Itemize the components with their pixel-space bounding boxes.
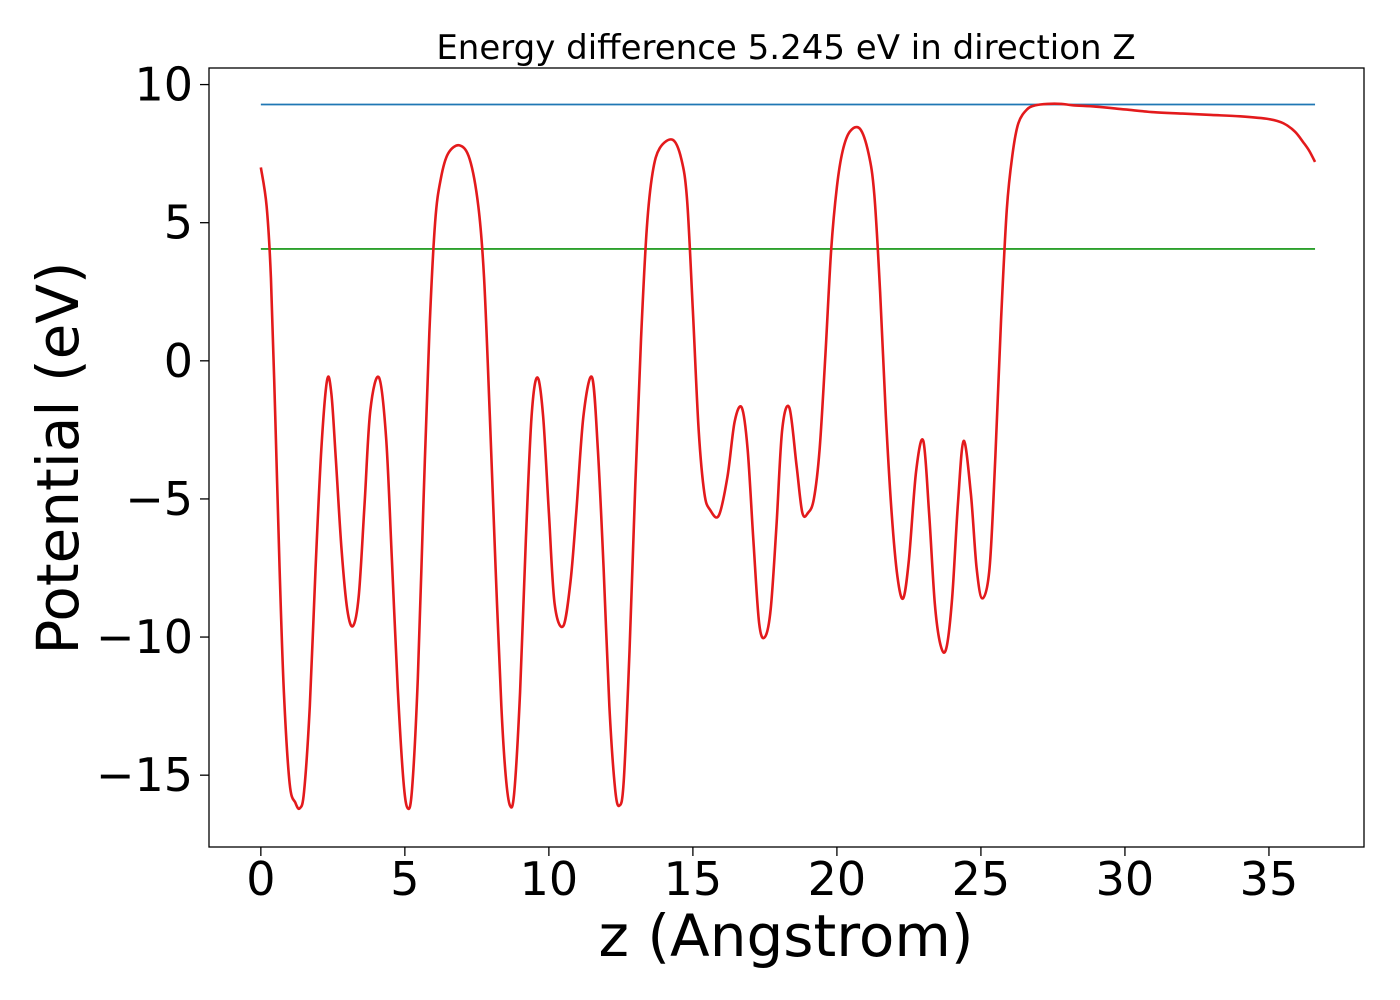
series-line-potential (259, 102, 1317, 811)
y-tick-label: 5 (164, 196, 193, 250)
y-tick-label: 0 (164, 334, 193, 388)
y-axis-label: Potential (eV) (24, 261, 92, 654)
x-tick-label: 30 (1096, 852, 1155, 906)
x-tick-label: 25 (952, 852, 1011, 906)
x-tick-label: 20 (808, 852, 867, 906)
y-tick-label: −10 (96, 610, 193, 664)
y-tick-label: −5 (125, 472, 193, 526)
x-axis: 0 5 10 15 20 25 30 35 (246, 847, 1298, 906)
chart-title: Energy difference 5.245 eV in direction … (436, 28, 1135, 68)
y-axis: 10 5 0 −5 −10 −15 (96, 58, 209, 802)
x-tick-label: 0 (246, 852, 275, 906)
x-tick-label: 15 (664, 852, 723, 906)
x-tick-label: 35 (1240, 852, 1299, 906)
x-tick-label: 10 (520, 852, 579, 906)
series-layer (259, 102, 1317, 811)
x-tick-label: 5 (390, 852, 419, 906)
x-axis-label: z (Angstrom) (599, 902, 974, 970)
y-tick-label: −15 (96, 748, 193, 802)
plot-frame (208, 67, 1365, 848)
y-tick-label: 10 (134, 58, 193, 112)
